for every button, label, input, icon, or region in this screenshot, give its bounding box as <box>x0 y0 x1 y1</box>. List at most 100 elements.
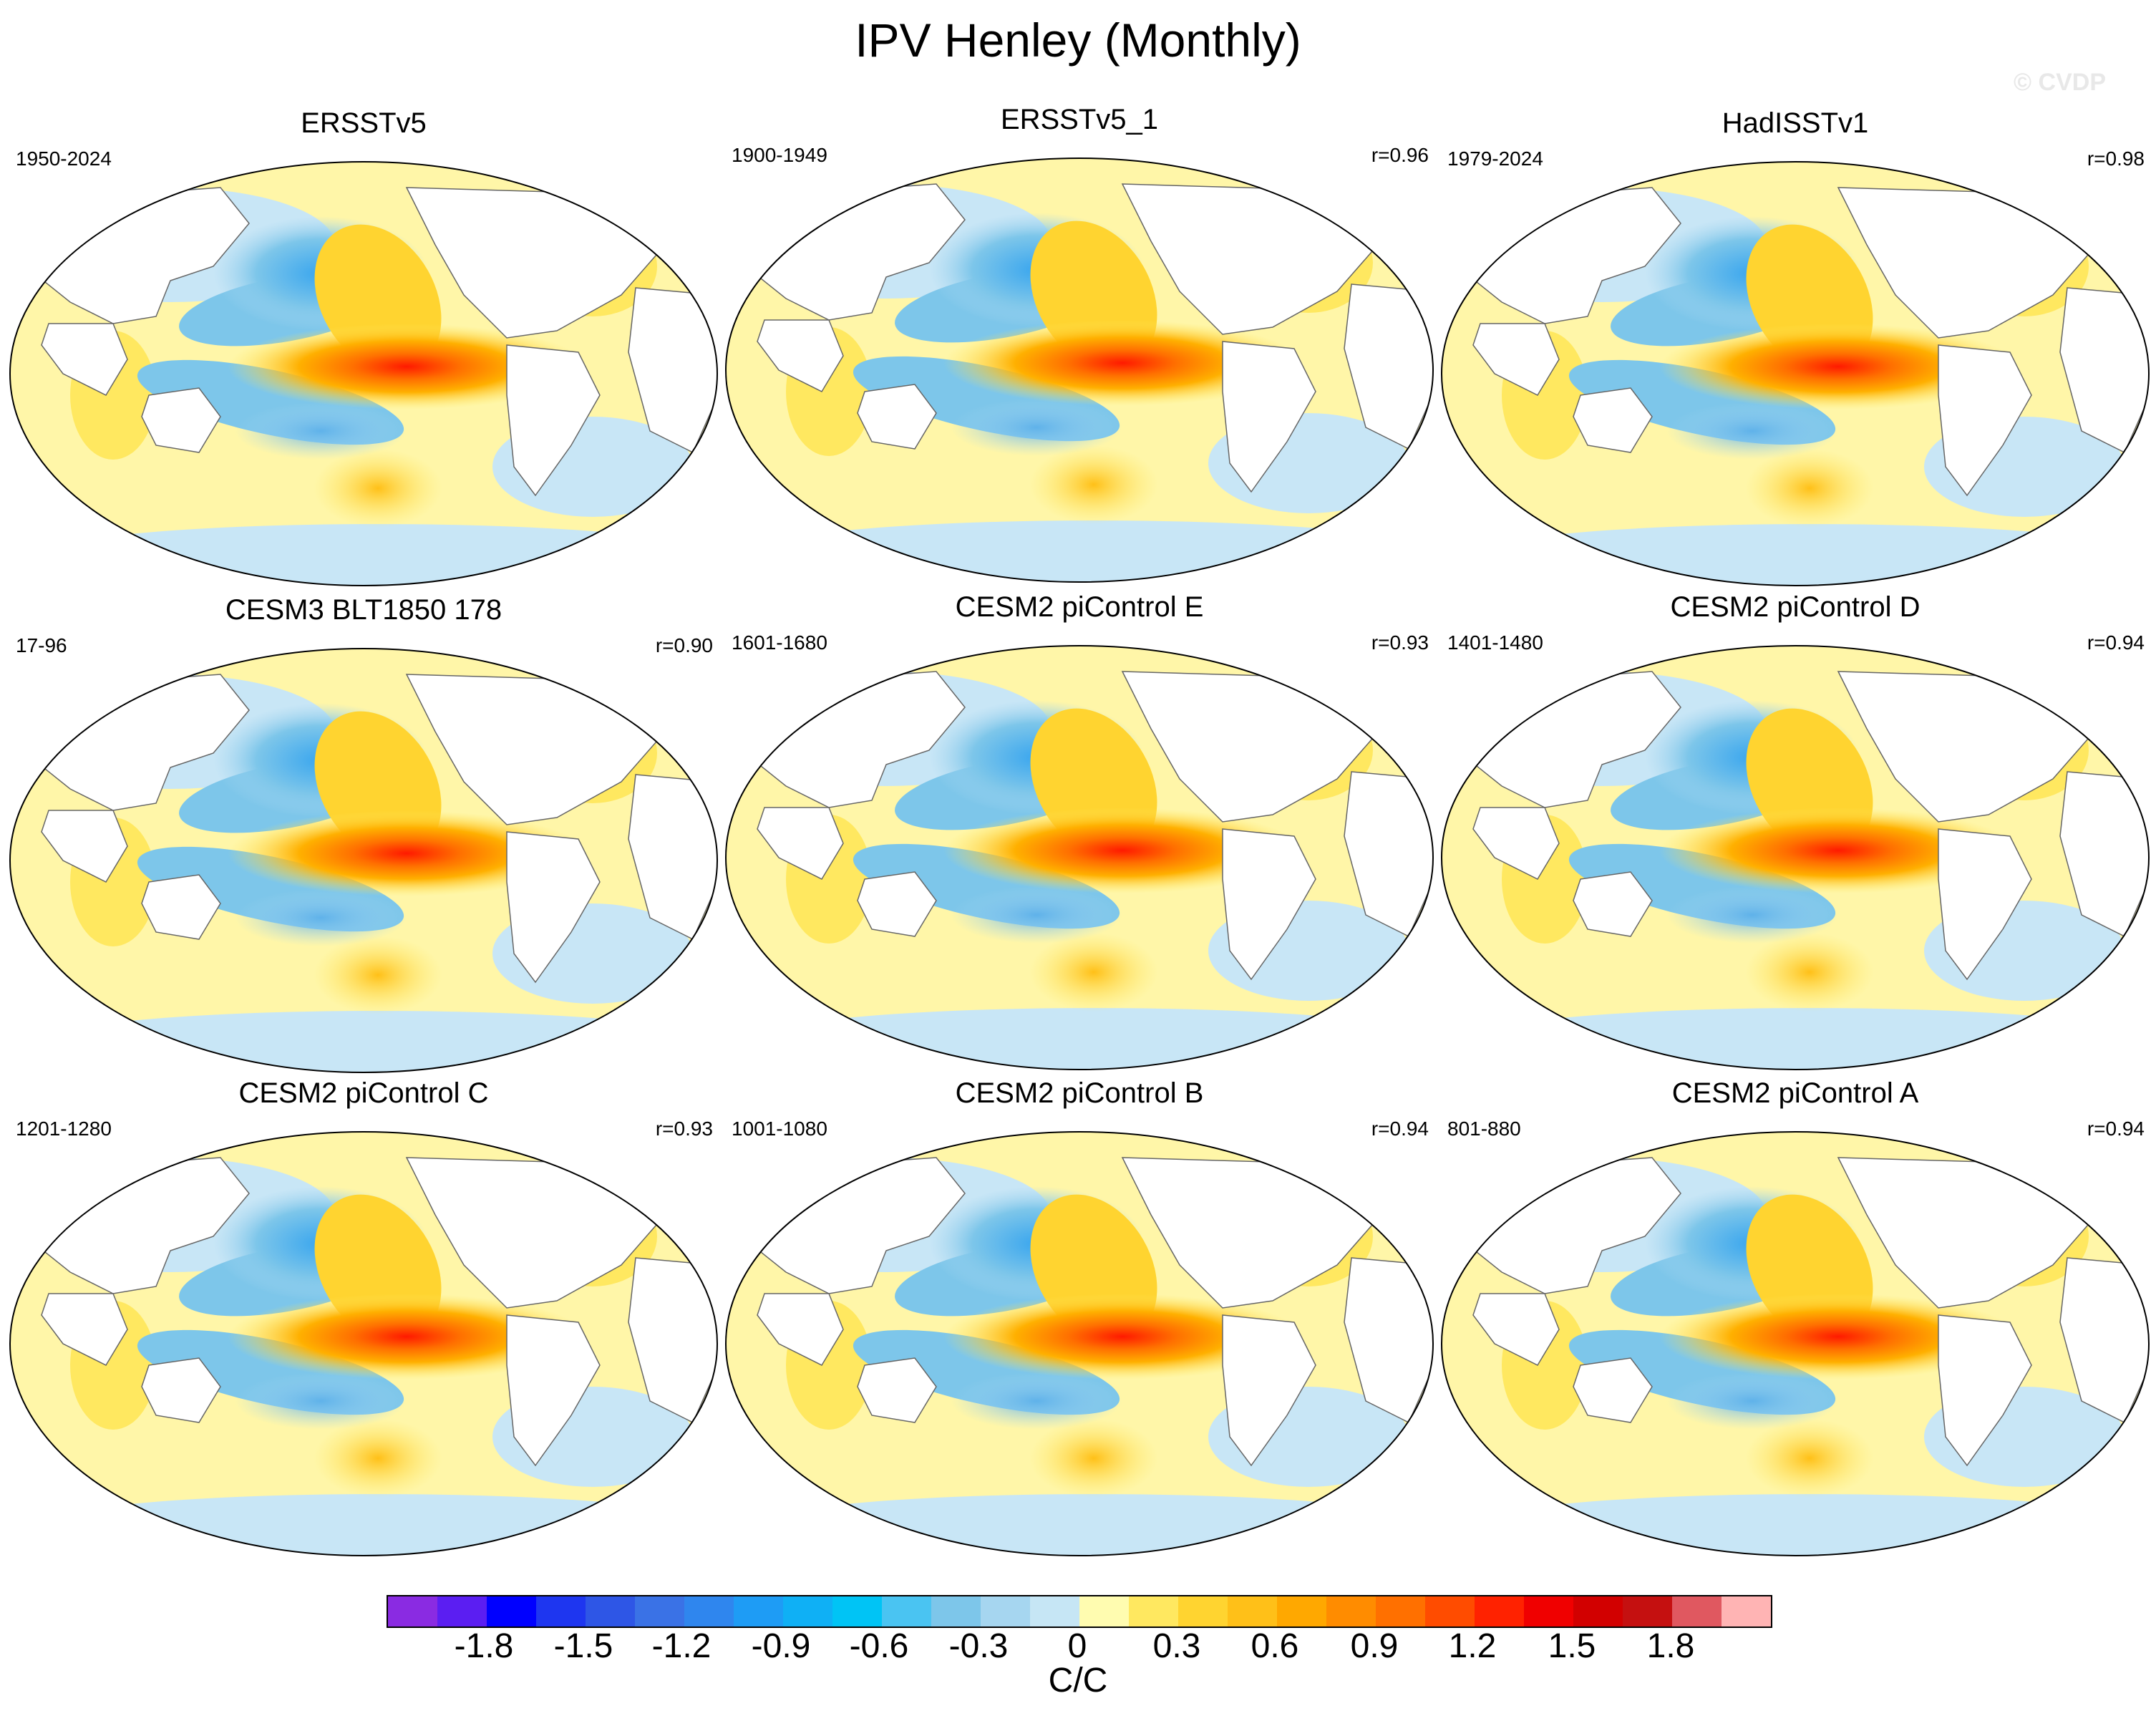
colorbar-swatch <box>1178 1596 1228 1627</box>
colorbar-tick-label: -1.8 <box>454 1627 514 1665</box>
enso-warm-tongue <box>1659 1294 2017 1380</box>
land-south-asia <box>41 323 128 396</box>
colorbar-swatch <box>1425 1596 1475 1627</box>
south-pacific-anomaly <box>1666 1372 1838 1430</box>
map-outline <box>725 157 1434 583</box>
colorbar-swatch <box>783 1596 832 1627</box>
south-pacific-warm <box>314 449 442 528</box>
map-outline <box>1441 161 2150 586</box>
colorbar-swatch <box>635 1596 684 1627</box>
colorbar-swatch <box>536 1596 586 1627</box>
continents <box>735 183 1433 493</box>
pattern-correlation: r=0.93 <box>1371 631 1429 654</box>
land-south-america <box>506 1314 601 1467</box>
land-south-asia <box>1472 807 1560 880</box>
map-panel: CESM2 piControl B 1001-1080 r=0.94 <box>722 1077 1437 1571</box>
colorbar-swatch <box>1277 1596 1326 1627</box>
south-pacific-warm <box>1745 933 1874 1012</box>
colorbar-swatch <box>1326 1596 1376 1627</box>
enso-warm-tongue <box>943 1294 1301 1380</box>
colorbar-swatch <box>1524 1596 1573 1627</box>
map-panel: HadISSTv1 1979-2024 r=0.98 <box>1437 107 2153 601</box>
colorbar-swatch <box>981 1596 1030 1627</box>
pattern-correlation: r=0.94 <box>1371 1118 1429 1140</box>
south-pacific-warm <box>314 936 442 1014</box>
colorbar-swatch <box>1228 1596 1277 1627</box>
panel-title: CESM3 BLT1850 178 <box>225 594 502 626</box>
land-australia <box>1573 1357 1653 1423</box>
map-panel: CESM2 piControl E 1601-1680 r=0.93 <box>722 591 1437 1085</box>
enso-warm-tongue <box>1659 324 2017 409</box>
map-outline <box>725 1131 1434 1556</box>
colorbar-swatch <box>882 1596 931 1627</box>
land-south-america <box>1938 828 2032 981</box>
robinson-map <box>725 157 1434 583</box>
pattern-correlation: r=0.94 <box>2087 631 2145 654</box>
south-pacific-warm <box>1745 1419 1874 1498</box>
colorbar-units: C/C <box>1048 1662 1108 1700</box>
robinson-map <box>725 1131 1434 1556</box>
pattern-correlation: r=0.93 <box>655 1118 713 1140</box>
colorbar-swatch <box>1722 1596 1771 1627</box>
colorbar-swatch <box>388 1596 437 1627</box>
land-australia <box>857 384 937 450</box>
south-pacific-anomaly <box>235 402 407 460</box>
south-pacific-anomaly <box>235 1372 407 1430</box>
colorbar-tick-label: 0.6 <box>1251 1627 1299 1665</box>
south-pacific-anomaly <box>951 1372 1122 1430</box>
colorbar-swatch <box>1623 1596 1672 1627</box>
colorbar-tick-label: 0.9 <box>1350 1627 1399 1665</box>
land-australia <box>141 874 221 940</box>
panel-title: ERSSTv5_1 <box>1000 104 1159 135</box>
map-panel: CESM2 piControl A 801-880 r=0.94 <box>1437 1077 2153 1571</box>
map-panel: CESM3 BLT1850 178 17-96 r=0.90 <box>6 594 722 1088</box>
map-panel: CESM2 piControl C 1201-1280 r=0.93 <box>6 1077 722 1571</box>
cool-anomaly <box>20 524 717 586</box>
colorbar-tick-label: 1.8 <box>1646 1627 1695 1665</box>
panel-title: CESM2 piControl E <box>955 591 1204 623</box>
south-pacific-anomaly <box>1666 886 1838 944</box>
panel-title: CESM2 piControl B <box>955 1077 1204 1109</box>
map-panel: ERSSTv5 1950-2024 <box>6 107 722 601</box>
south-pacific-warm <box>1029 1419 1158 1498</box>
land-south-america <box>506 344 601 497</box>
colorbar-tick-label: -1.2 <box>651 1627 712 1665</box>
colorbar-swatch <box>832 1596 882 1627</box>
south-pacific-warm <box>1745 449 1874 528</box>
enso-warm-tongue <box>228 1294 586 1380</box>
robinson-map <box>1441 1131 2150 1556</box>
colorbar-tick-label: -0.6 <box>849 1627 909 1665</box>
colorbar-tick-label: 0 <box>1067 1627 1087 1665</box>
land-south-asia <box>41 1293 128 1366</box>
pattern-correlation: r=0.96 <box>1371 144 1429 166</box>
cool-anomaly <box>1452 524 2149 586</box>
figure-title: IPV Henley (Monthly) <box>855 14 1301 67</box>
south-pacific-anomaly <box>1666 402 1838 460</box>
enso-warm-tongue <box>943 320 1301 406</box>
land-australia <box>1573 871 1653 937</box>
map-outline <box>1441 645 2150 1070</box>
colorbar-swatch <box>1672 1596 1722 1627</box>
map-outline <box>9 1131 718 1556</box>
pattern-correlation: r=0.94 <box>2087 1118 2145 1140</box>
panel-period: 1201-1280 <box>16 1118 112 1140</box>
colorbar-swatch <box>1475 1596 1524 1627</box>
panel-period: 1950-2024 <box>16 147 112 170</box>
land-south-america <box>1938 344 2032 497</box>
robinson-map <box>9 161 718 586</box>
panel-period: 1979-2024 <box>1447 147 1543 170</box>
colorbar-swatch <box>1376 1596 1425 1627</box>
continents <box>19 674 717 984</box>
panel-title: CESM2 piControl D <box>1670 591 1921 623</box>
south-pacific-anomaly <box>951 399 1122 456</box>
cool-anomaly <box>736 520 1433 582</box>
cool-anomaly <box>736 1008 1433 1070</box>
map-outline <box>9 161 718 586</box>
panel-title: CESM2 piControl A <box>1671 1077 1919 1109</box>
land-south-america <box>1222 1314 1316 1467</box>
colorbar-swatch <box>1129 1596 1178 1627</box>
robinson-map <box>9 648 718 1073</box>
land-south-asia <box>757 319 844 392</box>
cool-anomaly <box>736 1494 1433 1556</box>
robinson-map <box>9 1131 718 1556</box>
